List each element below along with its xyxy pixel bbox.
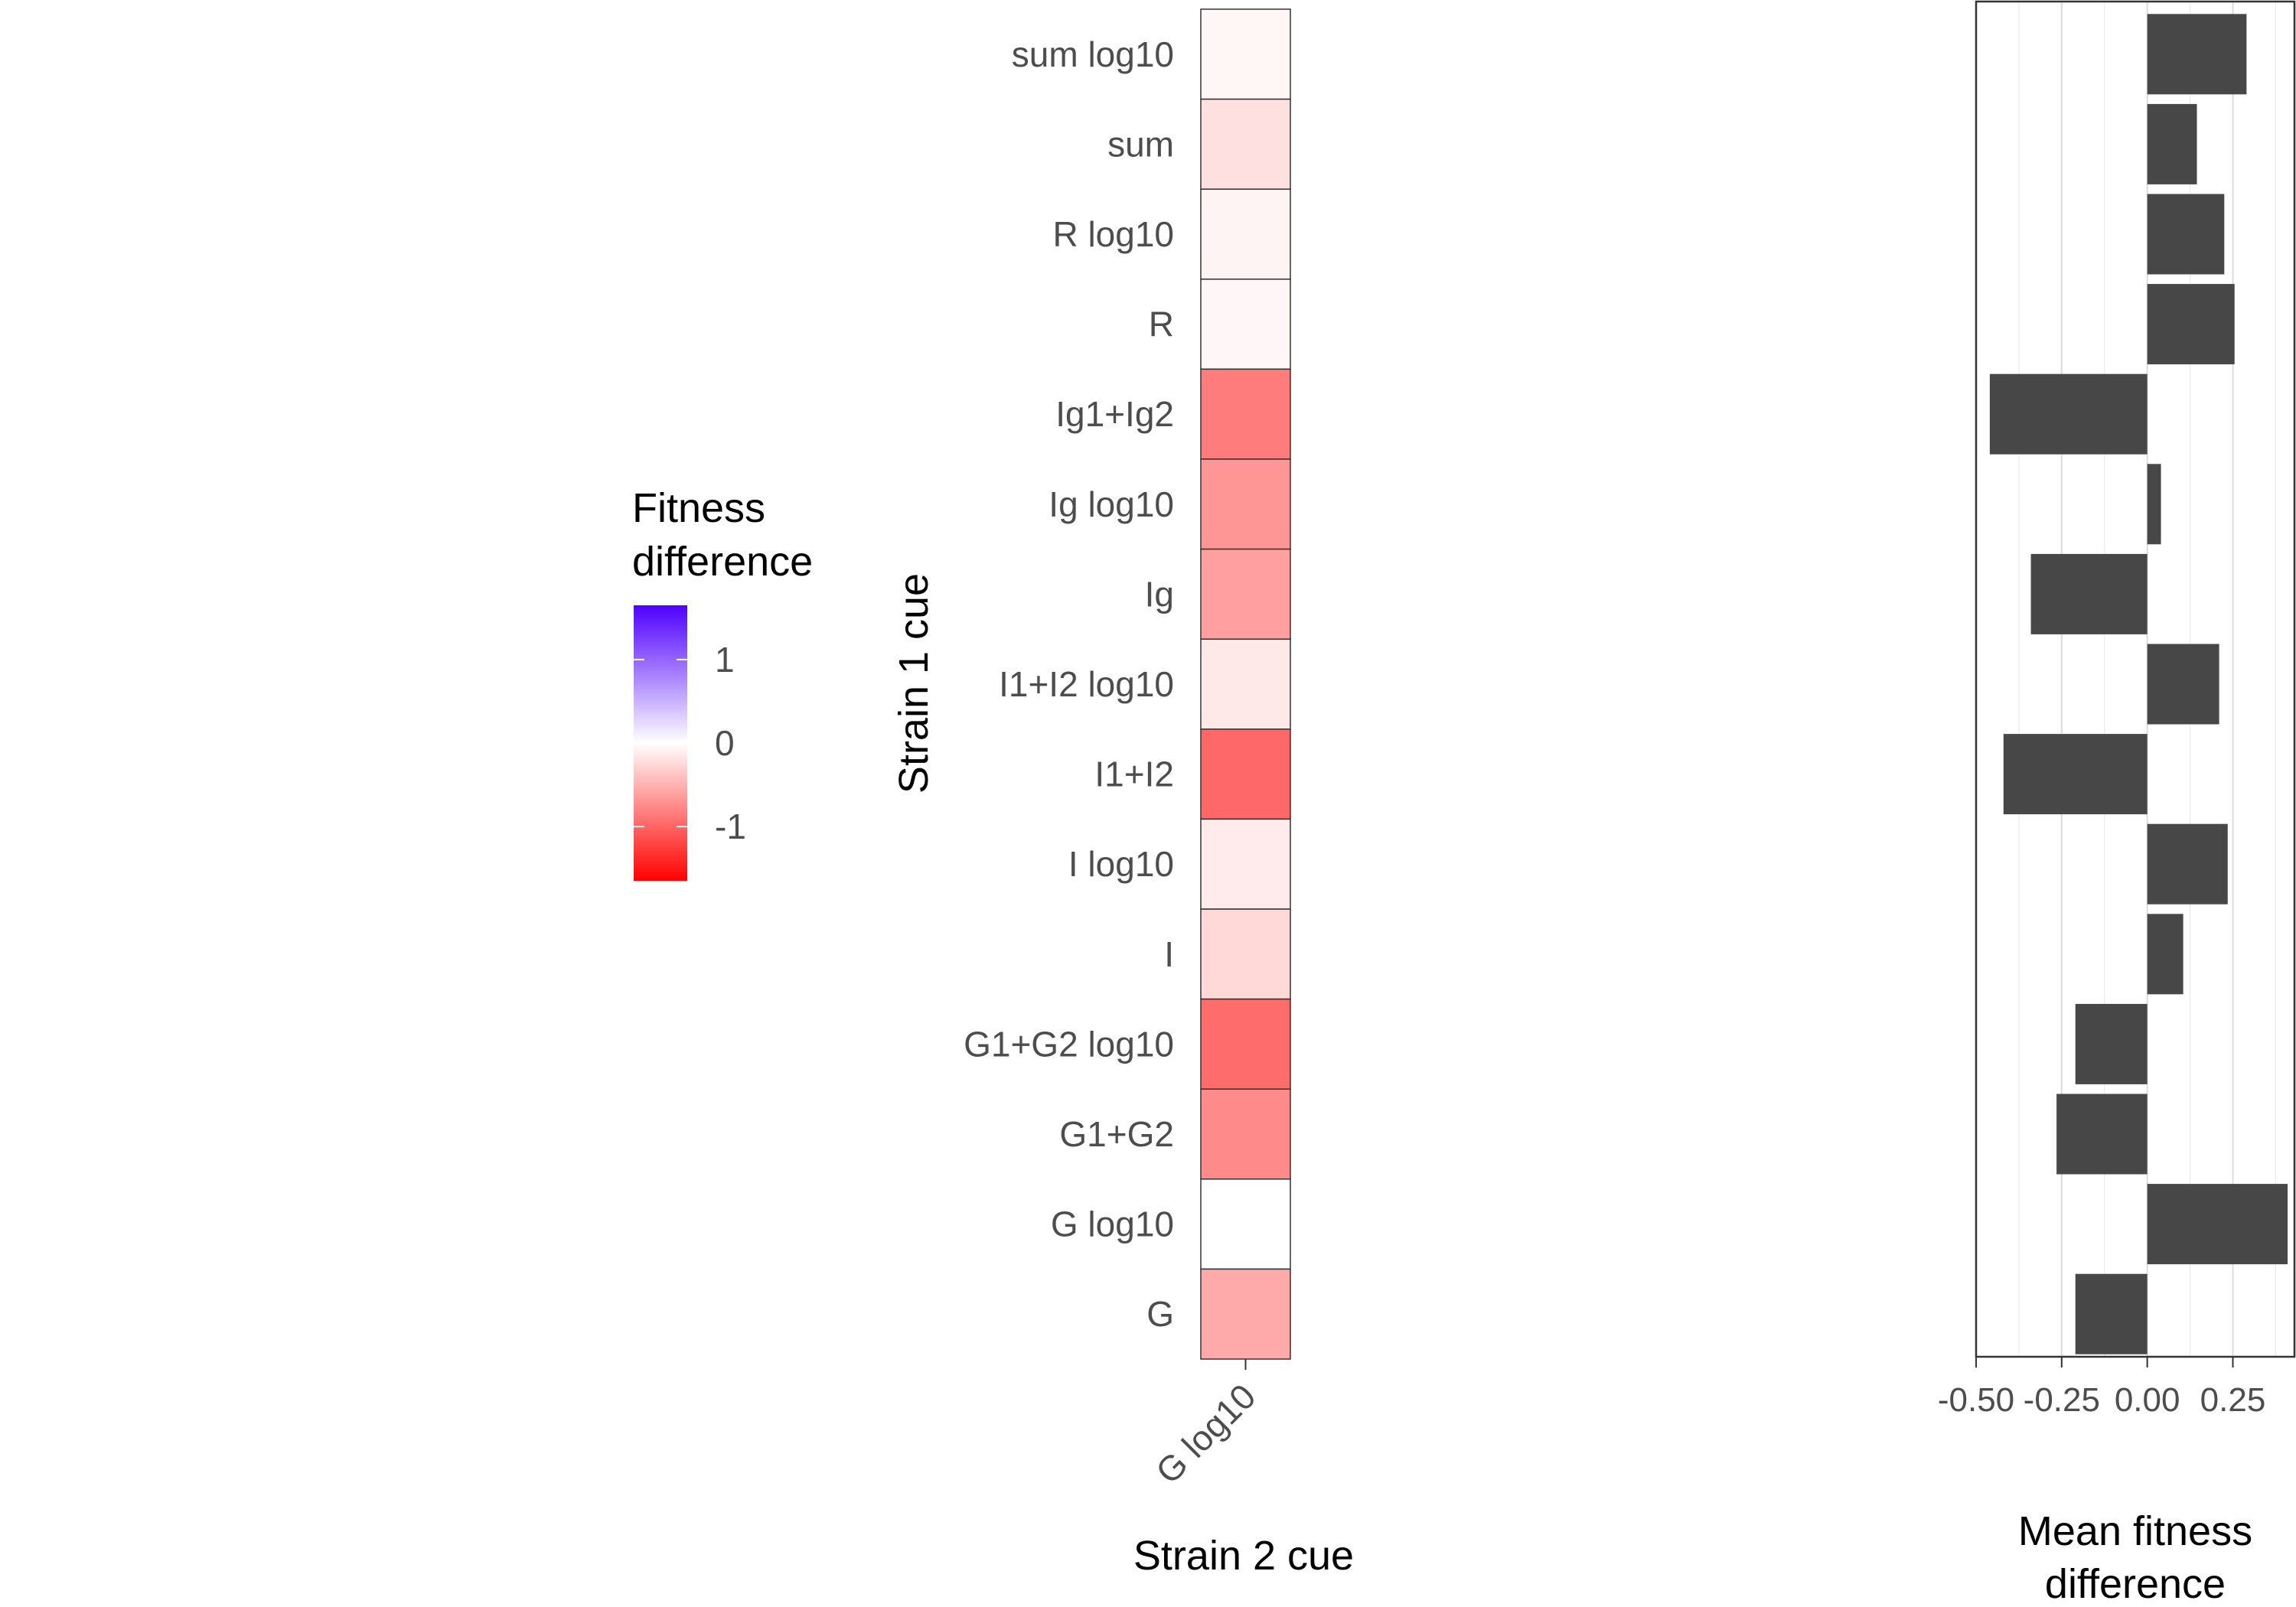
heatmap-cell-i1-i2 — [1200, 729, 1291, 820]
heatmap-cell-i-log10 — [1200, 818, 1291, 910]
legend-tick-label: 0 — [715, 723, 735, 763]
heatmap-x-tick-label: G log10 — [1148, 1376, 1264, 1491]
legend-title-line-1: Fitness — [632, 485, 765, 531]
bar-i1-i2-log10 — [2147, 644, 2219, 725]
bar-ig-log10 — [2147, 464, 2161, 545]
bar-i — [2147, 914, 2183, 995]
heatmap-cell-sum — [1200, 98, 1291, 190]
heatmap-cell-ig1-ig2 — [1200, 368, 1291, 460]
fitness-legend: Fitness difference 1 0 -1 — [632, 485, 813, 881]
heatmap-cell-r — [1200, 279, 1291, 370]
heatmap-y-tick-label: Ig1+Ig2 — [1055, 394, 1174, 434]
heatmap-y-tick-label: Ig — [1145, 574, 1174, 614]
heatmap-cell-ig — [1200, 548, 1291, 640]
heatmap-cell-g — [1200, 1268, 1291, 1360]
heatmap-x-axis-title: Strain 2 cue — [1133, 1533, 1354, 1579]
bar-x-tick-label: 0.25 — [2200, 1381, 2266, 1419]
heatmap-y-tick-label: G1+G2 — [1059, 1114, 1174, 1154]
heatmap-y-tick-label: R log10 — [1052, 214, 1174, 254]
heatmap-cell-g-log10 — [1200, 1178, 1291, 1270]
heatmap-y-tick-label: G log10 — [1051, 1204, 1174, 1244]
legend-tick-label: -1 — [715, 807, 746, 846]
heatmap-cell-i — [1200, 908, 1291, 1000]
heatmap-cell-g1-g2-log10 — [1200, 998, 1291, 1090]
heatmap-cell-sum-log10 — [1200, 8, 1291, 100]
bar-g1-g2 — [2056, 1094, 2148, 1175]
heatmap-y-tick-label: I1+I2 — [1094, 755, 1174, 794]
bar-i1-i2 — [2003, 734, 2148, 815]
bar-sum-log10 — [2147, 14, 2247, 95]
bar-ig — [2030, 553, 2148, 634]
bar-panel: -0.50 -0.25 0.00 0.25 Mean fitness differen… — [1938, 0, 2296, 1607]
heatmap-y-axis-title: Strain 1 cue — [891, 573, 937, 794]
bar-x-axis-title-line-1: Mean fitness — [2018, 1508, 2252, 1554]
legend-tick-label: 1 — [715, 640, 735, 680]
bar-panel-border — [1975, 0, 2296, 1358]
bar-r — [2147, 284, 2235, 365]
bar-sum — [2147, 103, 2197, 184]
bar-g-log10 — [2147, 1184, 2288, 1265]
heatmap-cell-ig-log10 — [1200, 458, 1291, 550]
bar-x-axis-title-line-2: difference — [2045, 1561, 2226, 1607]
bar-g — [2075, 1273, 2148, 1354]
bar-g1-g2-log10 — [2075, 1003, 2148, 1084]
heatmap-y-tick-label: sum log10 — [1012, 34, 1174, 74]
bar-ig1-ig2 — [1989, 373, 2148, 455]
bar-x-tick-label: -0.50 — [1938, 1381, 2014, 1419]
heatmap-cell-i1-i2-log10 — [1200, 638, 1291, 730]
heatmap-y-tick-label: Ig log10 — [1049, 484, 1174, 524]
bar-x-tick-label: 0.00 — [2115, 1381, 2180, 1419]
heatmap-panel: Strain 1 cue sum log10 sum R log10 R Ig1+Ig2… — [891, 8, 1354, 1579]
heatmap-y-tick-label: sum — [1107, 124, 1174, 164]
heatmap-y-tick-label: R — [1149, 305, 1174, 344]
heatmap-y-tick-label: G1+G2 log10 — [964, 1024, 1174, 1064]
heatmap-y-tick-label: I — [1164, 934, 1174, 974]
heatmap-cell-g1-g2 — [1200, 1088, 1291, 1180]
legend-title-line-2: difference — [632, 539, 813, 585]
bar-i-log10 — [2147, 823, 2228, 905]
heatmap-y-tick-label: I log10 — [1068, 844, 1174, 884]
bar-x-tick-label: -0.25 — [2024, 1381, 2100, 1419]
bar-r-log10 — [2147, 194, 2225, 275]
heatmap-cell-r-log10 — [1200, 188, 1291, 280]
heatmap-y-tick-label: G — [1146, 1294, 1174, 1334]
heatmap-y-tick-label: I1+I2 log10 — [999, 664, 1174, 704]
